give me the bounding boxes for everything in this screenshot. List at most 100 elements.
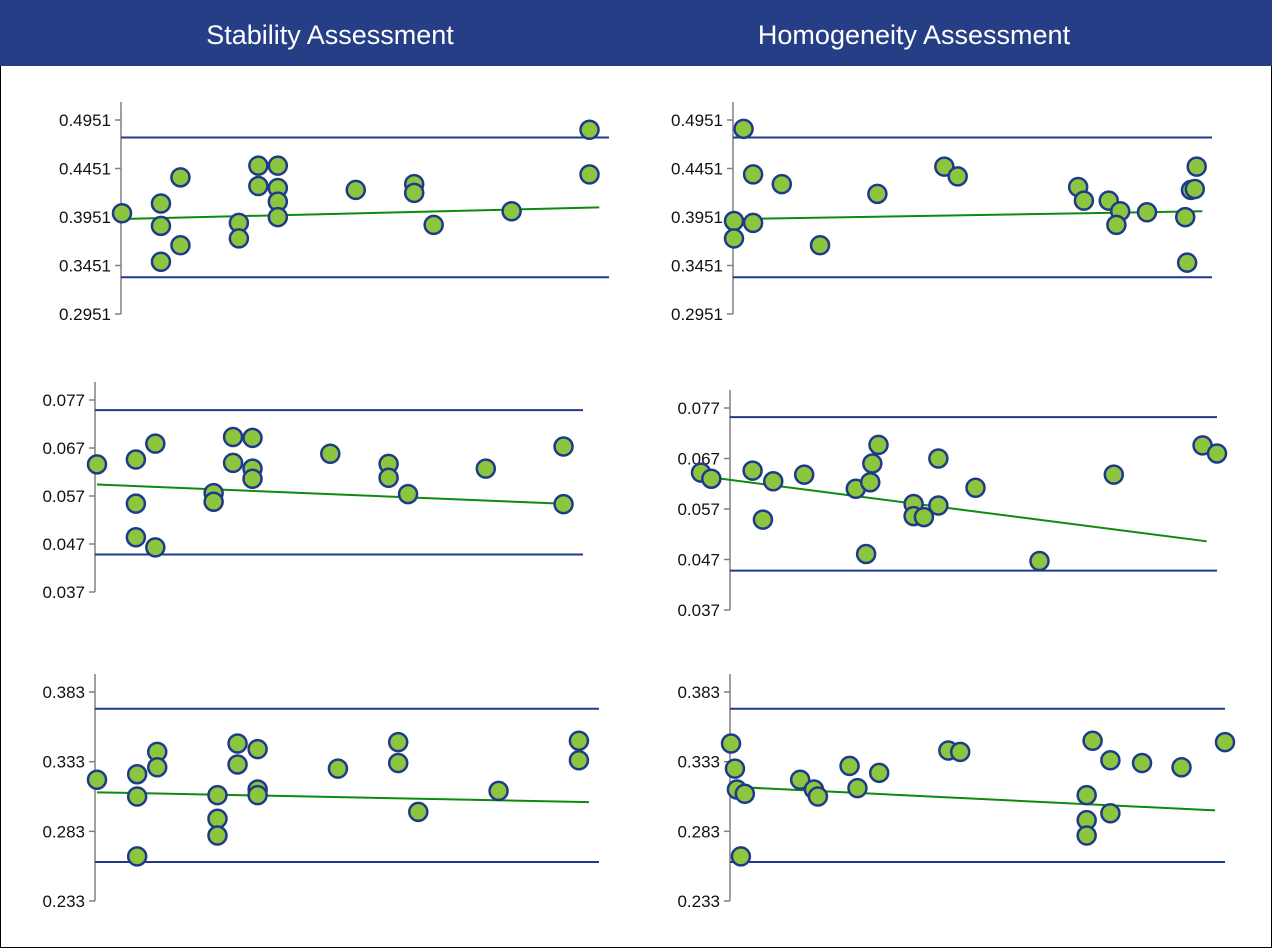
data-point: [733, 118, 754, 140]
y-tick-label: 0.383: [677, 683, 720, 702]
data-point: [1076, 825, 1097, 846]
data-point: [1106, 214, 1127, 236]
data-point: [227, 733, 248, 754]
data-point: [501, 201, 522, 222]
data-point: [145, 537, 166, 558]
data-point: [862, 453, 883, 474]
data-point: [847, 777, 868, 799]
data-point: [125, 449, 147, 470]
y-tick-label: 0.077: [677, 399, 720, 418]
data-point: [752, 509, 774, 530]
data-point: [320, 443, 341, 465]
data-point: [222, 452, 244, 474]
data-point: [1176, 252, 1198, 273]
data-point: [247, 738, 268, 760]
chart-stability-3: 0.383 0.333 0.283 0.233: [42, 674, 599, 911]
data-point: [1082, 730, 1103, 752]
y-tick-label: 0.057: [42, 487, 85, 506]
data-point: [723, 228, 745, 249]
header-bar: Stability Assessment Homogeneity Assessm…: [0, 0, 1272, 66]
y-tick-label: 0.4951: [59, 111, 111, 130]
y-tick-label: 0.067: [677, 450, 720, 469]
data-point: [207, 825, 228, 846]
y-tick-label: 0.077: [42, 391, 85, 410]
data-point: [1184, 178, 1206, 200]
data-point: [1171, 756, 1192, 778]
data-point: [868, 434, 889, 456]
data-point: [568, 730, 590, 752]
data-point: [327, 758, 349, 779]
data-point: [724, 758, 746, 779]
data-point: [111, 202, 133, 224]
data-point: [1131, 752, 1153, 774]
chart-stability-1: 0.4951 0.4451 0.3951 0.3451 0.2951: [59, 102, 609, 324]
data-point: [913, 506, 935, 528]
y-tick-label: 0.233: [42, 892, 85, 911]
chart-homogeneity-1: 0.4951 0.4451 0.3951 0.3451 0.2951: [671, 102, 1212, 324]
data-point: [408, 801, 429, 823]
data-point: [1100, 750, 1121, 771]
data-point: [734, 783, 756, 804]
y-tick-label: 0.333: [677, 753, 720, 772]
data-point: [771, 173, 793, 195]
data-point: [789, 769, 811, 791]
data-point: [742, 212, 764, 234]
data-point: [809, 234, 831, 256]
data-point: [1186, 156, 1207, 177]
y-tick-label: 0.3951: [59, 208, 111, 227]
data-point: [839, 755, 860, 777]
data-point: [742, 460, 763, 481]
data-point: [1103, 464, 1125, 485]
data-point: [579, 164, 600, 185]
stability-assessment-title: Stability Assessment: [206, 20, 454, 50]
data-point: [701, 468, 722, 489]
data-point: [488, 780, 509, 802]
data-point: [150, 215, 172, 237]
data-point: [947, 166, 968, 187]
data-point: [762, 470, 784, 492]
y-tick-label: 0.283: [677, 822, 720, 841]
data-point: [742, 164, 764, 185]
data-point: [1100, 802, 1121, 824]
data-point: [1206, 443, 1228, 464]
data-point: [125, 493, 147, 514]
homogeneity-assessment-title: Homogeneity Assessment: [757, 20, 1071, 50]
data-point: [345, 179, 367, 201]
data-point: [387, 731, 409, 753]
data-point: [170, 234, 191, 256]
data-point: [1174, 206, 1196, 228]
data-point: [86, 454, 108, 475]
data-point: [247, 784, 268, 806]
chart-homogeneity-3: 0.383 0.333 0.283 0.233: [677, 674, 1236, 911]
data-point: [145, 433, 166, 454]
trend-line: [96, 791, 589, 804]
data-point: [868, 762, 890, 784]
data-point: [242, 468, 263, 489]
y-tick-label: 0.4451: [671, 160, 723, 179]
data-point: [1029, 550, 1050, 572]
data-point: [553, 493, 574, 515]
data-point: [203, 491, 224, 513]
data-point: [125, 527, 147, 548]
data-point: [126, 786, 148, 807]
data-point: [859, 471, 881, 493]
data-point: [730, 846, 752, 867]
data-point: [475, 458, 497, 479]
data-point: [227, 754, 248, 775]
y-tick-label: 0.037: [677, 601, 720, 620]
trend-line: [730, 785, 1216, 812]
data-point: [855, 543, 877, 565]
data-point: [228, 228, 250, 249]
y-tick-label: 0.4951: [671, 111, 723, 130]
trend-line: [733, 210, 1203, 221]
data-point: [1214, 731, 1236, 753]
data-point: [126, 846, 148, 867]
data-point: [949, 741, 971, 763]
y-tick-label: 0.2951: [671, 305, 723, 324]
y-tick-label: 0.057: [677, 500, 720, 519]
data-point: [1076, 784, 1097, 806]
y-tick-label: 0.233: [677, 892, 720, 911]
data-point: [248, 155, 269, 176]
y-tick-label: 0.4451: [59, 160, 111, 179]
data-point: [423, 214, 444, 236]
